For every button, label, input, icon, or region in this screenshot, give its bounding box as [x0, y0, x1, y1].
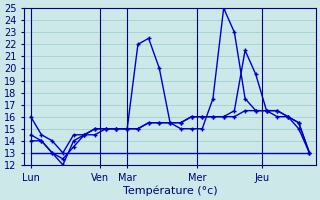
- X-axis label: Température (°c): Température (°c): [123, 185, 217, 196]
